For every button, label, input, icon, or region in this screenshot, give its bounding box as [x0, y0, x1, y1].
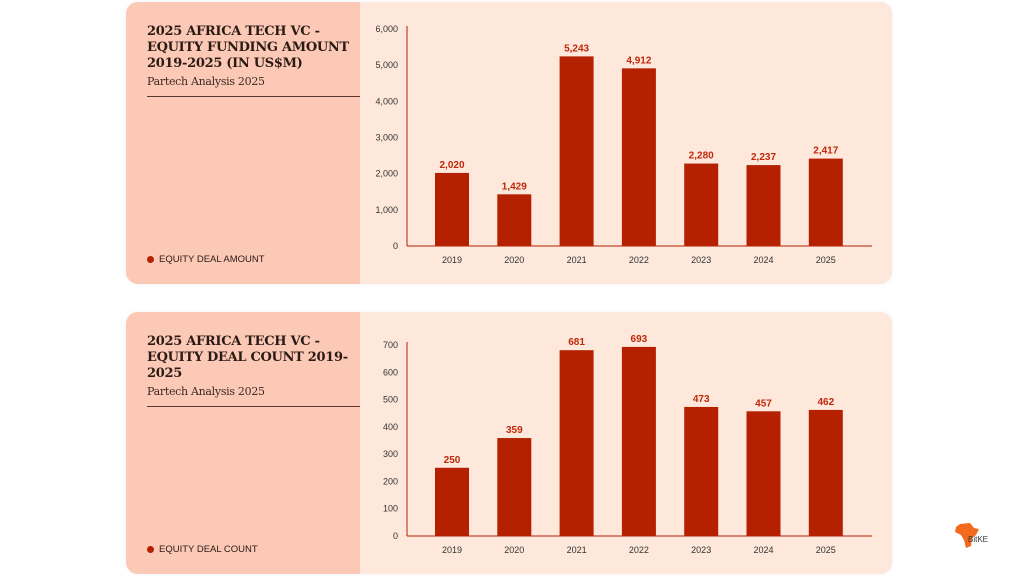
x-tick-label: 2023 [691, 255, 711, 265]
bar-2021 [559, 350, 594, 536]
y-tick-label: 500 [383, 395, 398, 405]
legend: EQUITY DEAL AMOUNT [147, 254, 265, 265]
y-tick-label: 6,000 [375, 24, 398, 34]
y-tick-label: 100 [383, 504, 398, 514]
bar-2023 [684, 163, 719, 246]
panel-header: 2025 AFRICA TECH VC - EQUITY FUNDING AMO… [126, 2, 360, 284]
x-tick-label: 2022 [629, 255, 649, 265]
data-label: 681 [568, 337, 585, 348]
funding-amount-panel: 2025 AFRICA TECH VC - EQUITY FUNDING AMO… [126, 2, 892, 284]
bar-2019 [435, 467, 469, 536]
data-label: 473 [693, 394, 710, 405]
data-label: 5,243 [564, 43, 589, 54]
chart-subtitle: Partech Analysis 2025 [147, 74, 360, 97]
bar-2020 [497, 438, 532, 536]
x-tick-label: 2024 [753, 255, 773, 265]
bar-2024 [746, 165, 781, 246]
data-label: 462 [817, 397, 834, 408]
x-tick-label: 2020 [504, 255, 524, 265]
x-tick-label: 2022 [629, 545, 649, 555]
y-tick-label: 4,000 [375, 96, 398, 106]
x-tick-label: 2019 [442, 545, 462, 555]
y-tick-label: 400 [383, 422, 398, 432]
data-label: 2,237 [751, 152, 776, 163]
data-label: 693 [631, 334, 648, 345]
y-tick-label: 0 [393, 531, 398, 541]
legend-label: EQUITY DEAL COUNT [159, 544, 258, 555]
chart-title: 2025 AFRICA TECH VC - EQUITY DEAL COUNT … [147, 334, 362, 407]
data-label: 457 [755, 398, 772, 409]
bar-2023 [684, 406, 719, 536]
title-text: 2025 AFRICA TECH VC - EQUITY FUNDING AMO… [147, 24, 349, 71]
x-tick-label: 2025 [816, 545, 836, 555]
bar-2022 [621, 68, 656, 246]
legend: EQUITY DEAL COUNT [147, 544, 258, 555]
bar-2020 [497, 194, 532, 246]
bar-2024 [746, 411, 781, 536]
bar-2025 [808, 158, 843, 246]
x-tick-label: 2023 [691, 545, 711, 555]
legend-dot-icon [147, 546, 154, 553]
legend-label: EQUITY DEAL AMOUNT [159, 254, 265, 265]
data-label: 4,912 [626, 55, 651, 66]
y-tick-label: 5,000 [375, 60, 398, 70]
x-tick-label: 2020 [504, 545, 524, 555]
x-tick-label: 2021 [567, 545, 587, 555]
data-label: 359 [506, 425, 523, 436]
bar-2019 [435, 172, 469, 246]
y-tick-label: 200 [383, 476, 398, 486]
x-tick-label: 2024 [753, 545, 773, 555]
watermark-text: BitKE [968, 535, 989, 544]
chart-subtitle: Partech Analysis 2025 [147, 384, 360, 407]
y-tick-label: 300 [383, 449, 398, 459]
data-label: 2,020 [439, 160, 464, 171]
watermark-logo: BitKE [952, 520, 988, 552]
y-tick-label: 3,000 [375, 133, 398, 143]
y-tick-label: 2,000 [375, 169, 398, 179]
data-label: 2,280 [689, 151, 714, 162]
bar-2025 [808, 409, 843, 536]
bar-2022 [621, 346, 656, 536]
y-tick-label: 700 [383, 340, 398, 350]
data-label: 2,417 [813, 146, 838, 157]
y-tick-label: 1,000 [375, 205, 398, 215]
title-text: 2025 AFRICA TECH VC - EQUITY DEAL COUNT … [147, 334, 348, 381]
bar-2021 [559, 56, 594, 246]
x-tick-label: 2019 [442, 255, 462, 265]
data-label: 250 [444, 455, 461, 466]
x-tick-label: 2025 [816, 255, 836, 265]
legend-dot-icon [147, 256, 154, 263]
chart-title: 2025 AFRICA TECH VC - EQUITY FUNDING AMO… [147, 24, 362, 97]
x-tick-label: 2021 [567, 255, 587, 265]
y-tick-label: 600 [383, 367, 398, 377]
data-label: 1,429 [502, 181, 527, 192]
y-tick-label: 0 [393, 241, 398, 251]
panel-header: 2025 AFRICA TECH VC - EQUITY DEAL COUNT … [126, 312, 360, 574]
